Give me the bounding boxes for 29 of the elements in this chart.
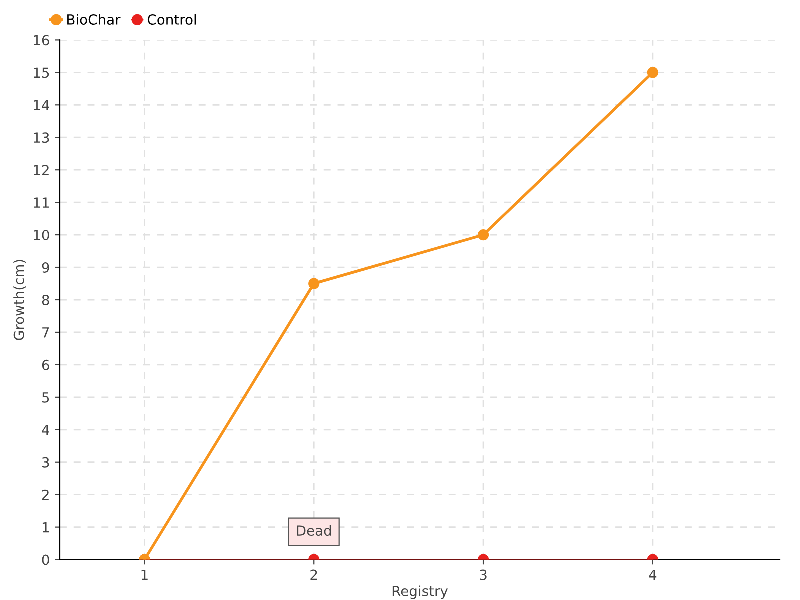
y-tick-label: 10 <box>34 230 50 241</box>
y-tick-label: 2 <box>42 490 49 500</box>
point <box>647 67 658 78</box>
y-tick-label: 6 <box>42 360 50 370</box>
y-tick-label: 13 <box>34 132 50 144</box>
y-tick-label: 14 <box>34 100 50 110</box>
x-axis-title: Registry <box>392 586 448 600</box>
x-tick-label: 1 <box>142 570 148 580</box>
x-tick-label: 2 <box>310 570 318 580</box>
x-tick-label: 3 <box>480 570 487 580</box>
y-tick-label: 0 <box>42 554 50 566</box>
legend-label: BioChar <box>68 14 121 26</box>
y-tick-label: 5 <box>42 392 50 403</box>
y-axis-title: Growth(cm) <box>14 260 26 340</box>
y-tick-label: 9 <box>42 262 50 273</box>
y-tick-label: 7 <box>42 328 50 338</box>
y-tick-label: 4 <box>42 425 50 436</box>
y-tick-label: 3 <box>42 457 50 468</box>
y-tick-label: 12 <box>34 165 49 176</box>
x-tick-label: 4 <box>649 570 657 580</box>
y-tick-label: 16 <box>34 35 50 46</box>
legend-label: Control <box>148 14 196 26</box>
annotation: Dead <box>297 525 332 536</box>
point <box>308 278 320 290</box>
point <box>478 229 490 241</box>
y-tick-label: 11 <box>34 198 49 208</box>
y-tick-label: 8 <box>42 294 50 306</box>
y-tick-label: 1 <box>42 522 49 533</box>
y-tick-label: 15 <box>34 68 50 78</box>
